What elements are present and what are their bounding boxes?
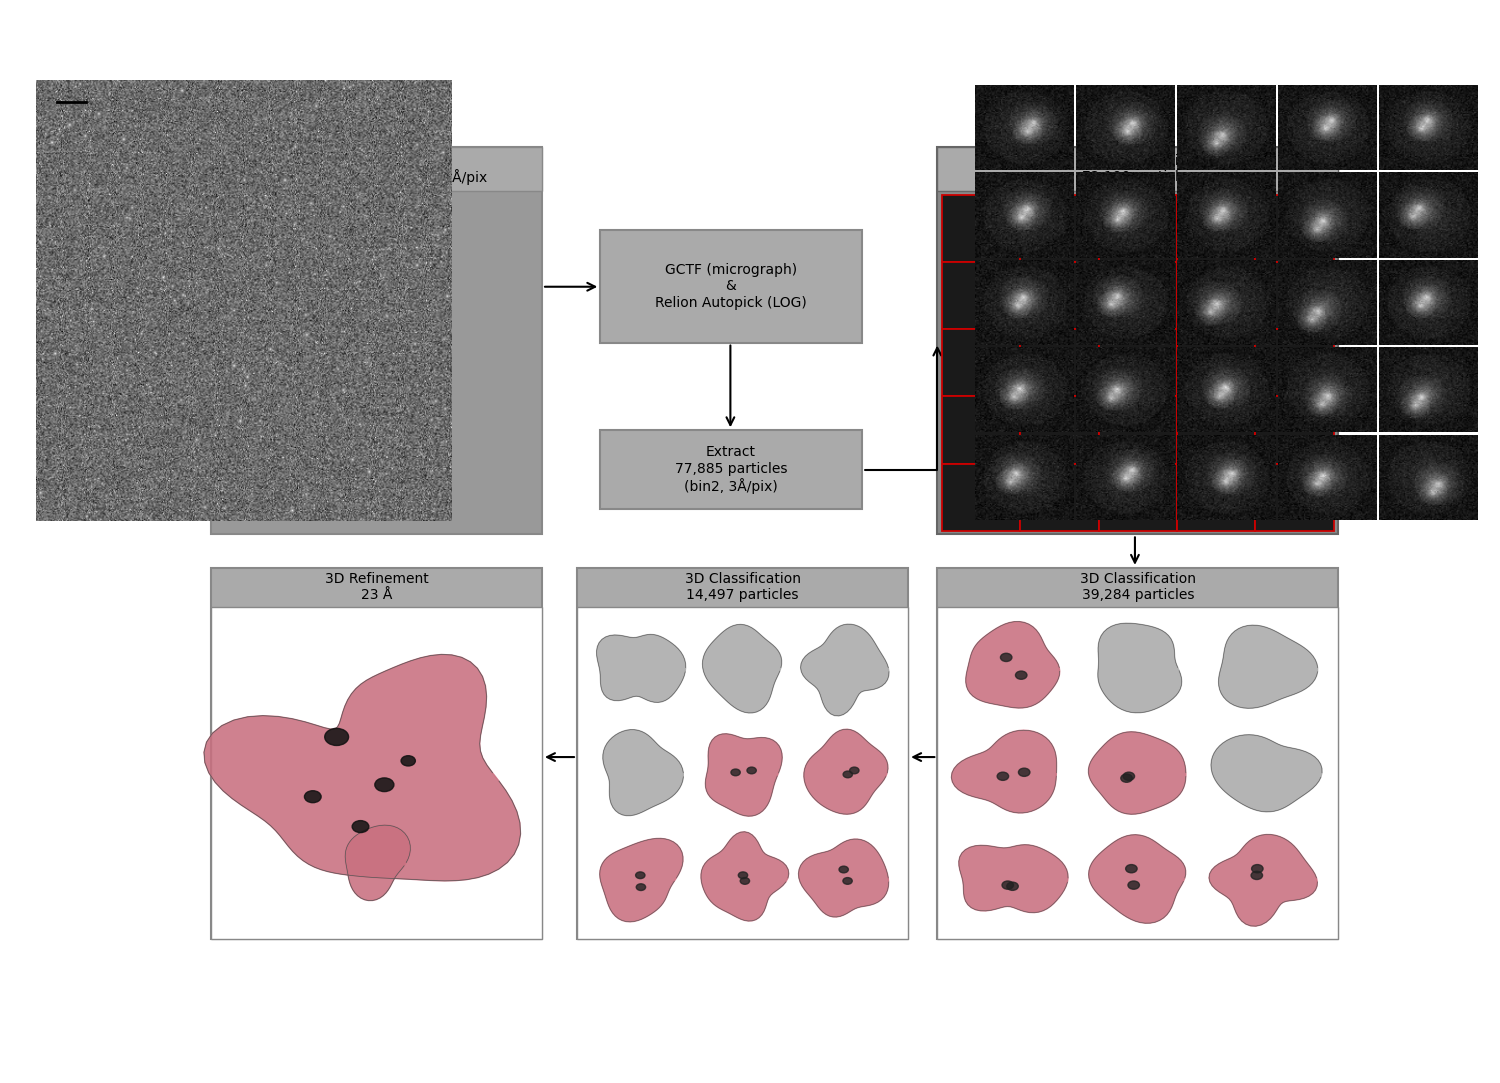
Circle shape bbox=[1016, 671, 1028, 679]
Bar bbox=[1256, 329, 1334, 396]
Bar bbox=[1256, 464, 1334, 531]
Bar bbox=[1098, 329, 1178, 396]
Circle shape bbox=[324, 729, 348, 745]
Circle shape bbox=[738, 872, 747, 878]
Bar bbox=[210, 606, 542, 939]
Circle shape bbox=[400, 756, 416, 766]
Bar bbox=[1178, 396, 1256, 464]
Polygon shape bbox=[603, 730, 684, 815]
Bar bbox=[942, 329, 1020, 396]
Bar bbox=[600, 430, 861, 509]
Circle shape bbox=[304, 791, 321, 803]
Bar bbox=[938, 146, 1338, 192]
Bar bbox=[1020, 329, 1098, 396]
Bar bbox=[1098, 396, 1178, 464]
Bar bbox=[600, 230, 861, 342]
Bar bbox=[942, 195, 1020, 262]
Bar bbox=[938, 606, 1338, 939]
Bar bbox=[942, 464, 1020, 531]
Text: 2D Classification
72,190 particles: 2D Classification 72,190 particles bbox=[1080, 154, 1196, 184]
Bar bbox=[938, 567, 1338, 939]
Polygon shape bbox=[204, 654, 520, 880]
Circle shape bbox=[1019, 768, 1031, 777]
Circle shape bbox=[740, 877, 750, 885]
Circle shape bbox=[1000, 653, 1012, 662]
Polygon shape bbox=[705, 734, 782, 817]
Bar bbox=[938, 146, 1338, 534]
Text: 361 micrographs on
TF20/GATAN Ultrascan 1.5 Å/pix: 361 micrographs on TF20/GATAN Ultrascan … bbox=[266, 153, 488, 185]
Bar bbox=[1178, 464, 1256, 531]
Polygon shape bbox=[804, 729, 888, 814]
Bar bbox=[1020, 464, 1098, 531]
Circle shape bbox=[636, 872, 645, 878]
Circle shape bbox=[375, 778, 394, 792]
Polygon shape bbox=[951, 730, 1056, 813]
Circle shape bbox=[1128, 880, 1140, 889]
Circle shape bbox=[352, 821, 369, 833]
Polygon shape bbox=[1218, 625, 1317, 708]
Text: Extract
77,885 particles
(bin2, 3Å/pix): Extract 77,885 particles (bin2, 3Å/pix) bbox=[675, 445, 788, 494]
Polygon shape bbox=[1210, 734, 1322, 812]
Polygon shape bbox=[597, 635, 686, 702]
Polygon shape bbox=[1209, 835, 1317, 926]
Bar bbox=[210, 567, 542, 939]
Text: 3D Classification
39,284 particles: 3D Classification 39,284 particles bbox=[1080, 572, 1196, 602]
Bar bbox=[942, 396, 1020, 464]
Bar bbox=[1098, 464, 1178, 531]
Bar bbox=[1178, 262, 1256, 329]
Bar bbox=[1256, 262, 1334, 329]
Polygon shape bbox=[1098, 623, 1182, 713]
Circle shape bbox=[1124, 772, 1134, 781]
Circle shape bbox=[636, 884, 645, 890]
Circle shape bbox=[730, 769, 741, 775]
Polygon shape bbox=[1089, 835, 1185, 923]
Circle shape bbox=[1002, 880, 1014, 889]
Bar bbox=[578, 606, 908, 939]
Circle shape bbox=[843, 877, 852, 885]
Bar bbox=[578, 567, 908, 939]
Polygon shape bbox=[700, 832, 789, 921]
Polygon shape bbox=[702, 625, 782, 713]
Bar bbox=[1256, 195, 1334, 262]
Circle shape bbox=[747, 767, 756, 774]
Bar bbox=[1178, 195, 1256, 262]
Circle shape bbox=[1251, 871, 1263, 879]
Bar bbox=[942, 262, 1020, 329]
Bar bbox=[210, 146, 542, 192]
Polygon shape bbox=[1089, 732, 1186, 814]
Text: 3D Classification
14,497 particles: 3D Classification 14,497 particles bbox=[684, 572, 801, 602]
Bar bbox=[210, 146, 542, 534]
Circle shape bbox=[1120, 774, 1132, 782]
Bar bbox=[1256, 396, 1334, 464]
Polygon shape bbox=[958, 845, 1068, 913]
Polygon shape bbox=[798, 839, 888, 917]
Bar bbox=[1098, 262, 1178, 329]
Polygon shape bbox=[801, 624, 889, 716]
Bar bbox=[1020, 396, 1098, 464]
Circle shape bbox=[1125, 864, 1137, 873]
Text: GCTF (micrograph)
&
Relion Autopick (LOG): GCTF (micrograph) & Relion Autopick (LOG… bbox=[656, 263, 807, 310]
Text: 3D Refinement
23 Å: 3D Refinement 23 Å bbox=[324, 572, 429, 602]
Bar bbox=[1098, 195, 1178, 262]
Circle shape bbox=[1251, 864, 1263, 873]
Circle shape bbox=[839, 866, 849, 873]
Polygon shape bbox=[966, 622, 1059, 708]
Bar bbox=[1178, 329, 1256, 396]
Bar bbox=[1020, 195, 1098, 262]
Circle shape bbox=[843, 771, 852, 778]
Circle shape bbox=[998, 772, 1008, 781]
Circle shape bbox=[1007, 883, 1019, 890]
Bar bbox=[1020, 262, 1098, 329]
Circle shape bbox=[849, 767, 859, 774]
Polygon shape bbox=[345, 825, 411, 901]
Polygon shape bbox=[600, 838, 682, 922]
